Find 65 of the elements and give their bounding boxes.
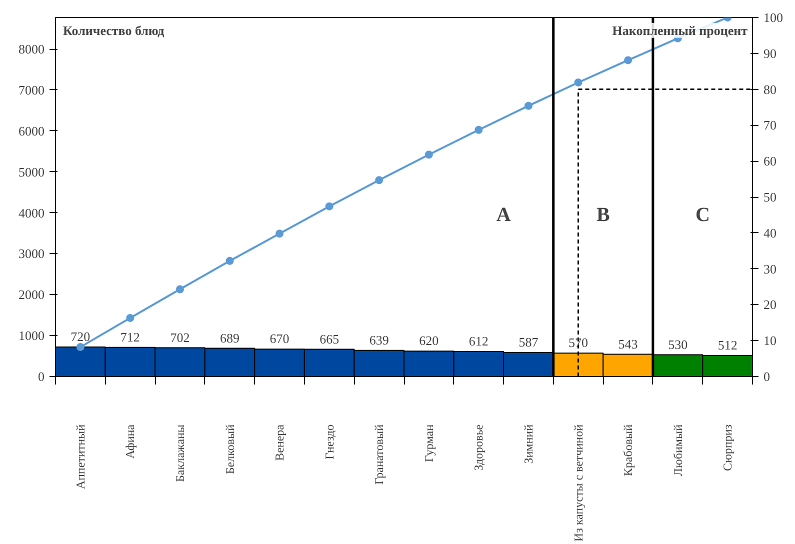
x-tick-label: Гнездо [322, 424, 336, 460]
y2-tick-label: 90 [764, 46, 776, 61]
y-tick-label: 5000 [18, 164, 44, 180]
x-tick-label: Зимний [521, 424, 536, 464]
y-tick-label: 7000 [18, 82, 44, 98]
x-tick-label: Из капусты с ветчиной [571, 424, 586, 542]
y-tick-label: 1000 [18, 328, 44, 344]
x-tick-label: Гранатовый [372, 424, 386, 485]
x-tick-label: Здоровье [472, 424, 486, 471]
y-tick-label: 2000 [18, 287, 44, 302]
data-label: 587 [518, 334, 539, 350]
point [524, 102, 532, 110]
y-tick-label: 4000 [18, 205, 44, 220]
data-label: 512 [718, 338, 738, 353]
y2-axis-title: Накопленный процент [612, 22, 748, 38]
data-label: 612 [468, 333, 488, 348]
x-tick-label: Белковый [222, 424, 237, 474]
y-tick-label: 3000 [18, 246, 44, 262]
data-label: 712 [120, 329, 140, 344]
point [624, 56, 632, 64]
data-label: 670 [270, 331, 290, 346]
y2-tick-label: 0 [764, 369, 770, 384]
point [276, 230, 284, 238]
x-tick-label: Баклажаны [172, 424, 187, 482]
data-label: 689 [220, 330, 240, 346]
annotation: A [496, 204, 512, 226]
data-label: 620 [419, 333, 439, 348]
x-tick-label: Сюрприз [720, 424, 735, 472]
y2-tick-label: 40 [764, 225, 776, 240]
y2-tick-label: 60 [764, 154, 776, 169]
x-tick-label: Венера [272, 424, 287, 461]
y-tick-label: 6000 [18, 123, 44, 138]
annotation: B [596, 204, 610, 226]
point [176, 285, 184, 294]
point [474, 126, 483, 134]
y2-tick-label: 30 [764, 261, 776, 276]
point [424, 150, 433, 159]
data-label: 639 [369, 332, 389, 348]
y2-tick-label: 100 [764, 10, 783, 25]
data-label: 720 [70, 329, 90, 344]
x-tick-label: Афина [123, 424, 138, 459]
point [76, 343, 84, 352]
data-label: 570 [568, 335, 588, 350]
data-label: 543 [618, 336, 638, 352]
y2-tick-label: 80 [764, 82, 776, 97]
y-axis-title: Количество блюд [62, 22, 165, 38]
y-tick-label: 0 [38, 369, 44, 384]
point [574, 78, 582, 86]
data-label: 702 [170, 330, 190, 345]
point [325, 202, 334, 210]
data-label: 530 [668, 336, 688, 352]
x-tick-label: Гурман [422, 424, 436, 462]
y2-tick-label: 10 [764, 333, 776, 348]
y2-tick-label: 50 [764, 190, 776, 204]
y-tick-label: 8000 [18, 42, 44, 57]
data-label: 665 [320, 331, 340, 346]
x-tick-label: Крабовый [621, 424, 636, 476]
point [126, 314, 134, 322]
point [226, 256, 234, 265]
y2-tick-label: 20 [764, 297, 776, 312]
annotation: C [695, 204, 710, 226]
x-tick-label: Аппетитный [73, 424, 88, 490]
point [375, 176, 384, 184]
y2-tick-label: 70 [764, 118, 776, 133]
x-tick-label: Любимый [670, 424, 685, 476]
